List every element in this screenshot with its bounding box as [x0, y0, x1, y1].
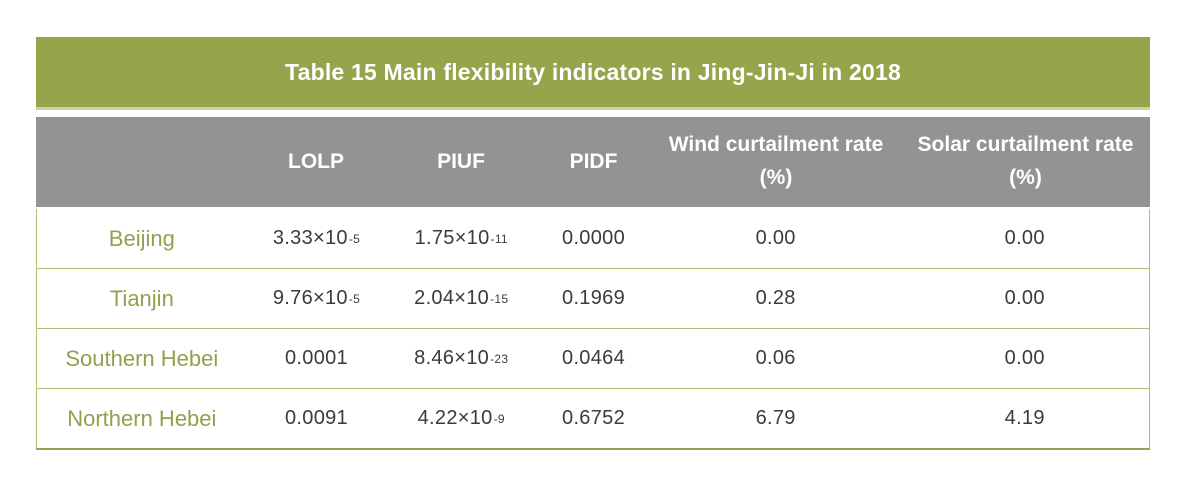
- piuf-value: 4.22×10 -9: [417, 407, 505, 429]
- wind-curtailment-value: 0.28: [755, 287, 796, 309]
- solar-curtailment-value: 0.00: [1004, 287, 1045, 309]
- lolp-value: 3.33×10 -5: [272, 227, 361, 249]
- piuf-value: 1.75×10 -11: [414, 227, 508, 249]
- piuf-value: 8.46×10 -23: [414, 347, 509, 369]
- wind-curtailment-value: 0.06: [755, 347, 796, 369]
- pidf-value: 0.0464: [562, 347, 625, 369]
- solar-curtailment-value: 0.00: [1004, 227, 1045, 249]
- table-body: Beijing 3.33×10 -5 1.75×10 -11 0.0000 0.00…: [36, 209, 1150, 450]
- pidf-value: 0.6752: [562, 407, 625, 429]
- header-cell-lolp: LOLP: [288, 149, 344, 173]
- solar-curtailment-value: 4.19: [1004, 407, 1045, 429]
- wind-curtailment-value: 6.79: [755, 407, 796, 429]
- region-label: Beijing: [108, 225, 175, 251]
- table-row: Tianjin 9.76×10 -5 2.04×10 -15 0.1969 0.28…: [37, 268, 1149, 328]
- table-header-row: LOLP PIUF PIDF Wind curtailment rate (%)…: [36, 117, 1150, 207]
- lolp-value: 9.76×10 -5: [272, 287, 361, 309]
- title-gap: [36, 110, 1150, 117]
- region-label: Southern Hebei: [65, 345, 219, 371]
- header-cell-piuf: PIUF: [437, 149, 485, 173]
- header-cell-pidf: PIDF: [569, 149, 618, 173]
- wind-curtailment-value: 0.00: [755, 227, 796, 249]
- table-row: Southern Hebei 0.0001 8.46×10 -23 0.0464 …: [37, 328, 1149, 388]
- piuf-value: 2.04×10 -15: [414, 287, 509, 309]
- lolp-value: 0.0091: [285, 407, 348, 429]
- region-label: Northern Hebei: [67, 405, 217, 431]
- header-cell-region: [36, 117, 246, 207]
- solar-curtailment-value: 0.00: [1004, 347, 1045, 369]
- header-cell-solar-curtailment: Solar curtailment rate (%): [917, 133, 1134, 189]
- pidf-value: 0.1969: [562, 287, 625, 309]
- flexibility-indicators-table: Table 15 Main flexibility indicators in …: [36, 37, 1150, 450]
- table-row: Beijing 3.33×10 -5 1.75×10 -11 0.0000 0.00…: [37, 209, 1149, 268]
- lolp-value: 0.0001: [285, 347, 348, 369]
- table-title-bar: Table 15 Main flexibility indicators in …: [36, 37, 1150, 110]
- region-label: Tianjin: [109, 285, 174, 311]
- table-row: Northern Hebei 0.0091 4.22×10 -9 0.6752 6…: [37, 388, 1149, 448]
- pidf-value: 0.0000: [562, 227, 625, 249]
- header-cell-wind-curtailment: Wind curtailment rate (%): [668, 133, 884, 189]
- table-title: Table 15 Main flexibility indicators in …: [285, 58, 901, 85]
